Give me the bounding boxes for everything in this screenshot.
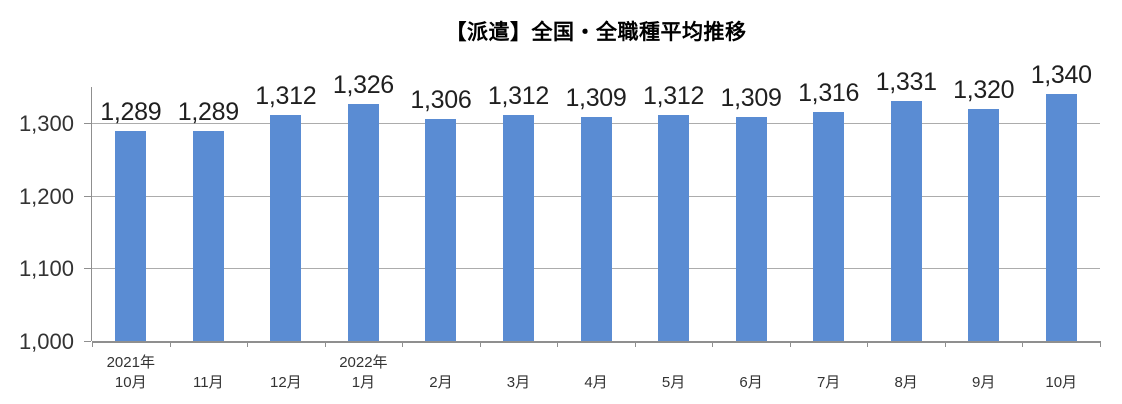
x-axis-tick-mark [1100, 341, 1101, 347]
x-axis-month-label: 6月 [739, 374, 763, 391]
x-axis-tick-mark [712, 341, 714, 347]
y-axis-tick-mark [84, 341, 91, 342]
bar [502, 114, 534, 341]
y-axis-tick-mark [84, 123, 91, 125]
x-axis-month-label: 7月 [816, 374, 841, 391]
bar-value-label: 1,340 [1030, 61, 1092, 90]
x-axis-month-label: 3月 [506, 374, 531, 391]
x-axis-month-label: 5月 [661, 374, 686, 391]
x-axis-month-label: 12月 [269, 374, 302, 391]
x-axis-tick-mark [1022, 341, 1024, 347]
x-axis-month-label: 1月 [351, 374, 376, 391]
x-axis-tick-mark [402, 341, 404, 347]
chart-title: 【派遣】全国・全職種平均推移 [445, 21, 747, 44]
x-axis-tick-mark [867, 341, 869, 347]
x-axis-year-label: 2022年 [339, 354, 388, 371]
bar [1045, 94, 1077, 341]
x-axis-tick-mark [557, 341, 559, 347]
bar [270, 114, 302, 341]
x-axis-tick-mark [169, 341, 171, 347]
bar-value-label: 1,312 [255, 81, 317, 110]
x-axis-month-label: 2月 [429, 374, 453, 391]
bar [735, 116, 767, 341]
x-axis-tick-mark [944, 341, 946, 347]
x-axis-month-label: 4月 [584, 374, 608, 391]
x-axis-tick-mark [324, 341, 326, 347]
x-axis-month-label: 10月 [114, 374, 147, 391]
bar-value-label: 1,312 [643, 81, 705, 110]
bar-value-label: 1,326 [332, 71, 394, 100]
bar-value-label: 1,316 [798, 78, 860, 107]
bar [425, 118, 457, 341]
x-axis-tick-mark [634, 341, 636, 347]
bar-value-label: 1,312 [487, 81, 549, 110]
bar [813, 111, 845, 341]
bar-value-label: 1,289 [177, 98, 239, 127]
x-axis-tick-mark [789, 341, 791, 347]
bar-value-label: 1,320 [953, 75, 1015, 104]
y-axis-tick-label: 1,000 [18, 329, 74, 354]
bar-value-label: 1,309 [565, 83, 627, 112]
x-axis-year-label: 2021年 [106, 354, 155, 371]
bar-value-label: 1,331 [875, 67, 937, 96]
bar-value-label: 1,289 [100, 98, 162, 127]
y-axis-tick-label: 1,300 [18, 111, 74, 137]
y-axis-tick-mark [84, 195, 91, 197]
plot-area: 1,289 1,289 1,312 1,326 1,306 1,312 1,309 1,312… [92, 63, 1100, 341]
bar [580, 116, 612, 341]
y-axis-tick-mark [84, 268, 91, 270]
y-axis-line [91, 87, 92, 341]
x-axis-month-label: 8月 [894, 374, 918, 391]
x-axis-tick-mark [247, 341, 249, 347]
x-axis-month-label: 9月 [972, 374, 996, 391]
x-axis-month-label: 10月 [1045, 374, 1078, 391]
bar [192, 131, 224, 341]
x-axis-tick-mark [92, 341, 93, 347]
bar [347, 104, 379, 341]
x-axis-tick-mark [479, 341, 481, 347]
x-axis-line [92, 341, 1100, 343]
y-axis-tick-label: 1,200 [18, 183, 74, 209]
x-axis-month-label: 11月 [193, 374, 224, 391]
bar [890, 100, 922, 341]
bar-value-label: 1,309 [720, 83, 782, 112]
bar [115, 131, 147, 341]
bar [658, 114, 690, 341]
y-axis-tick-label: 1,100 [18, 256, 74, 282]
bar-value-label: 1,306 [410, 85, 472, 114]
bar [968, 108, 1000, 341]
